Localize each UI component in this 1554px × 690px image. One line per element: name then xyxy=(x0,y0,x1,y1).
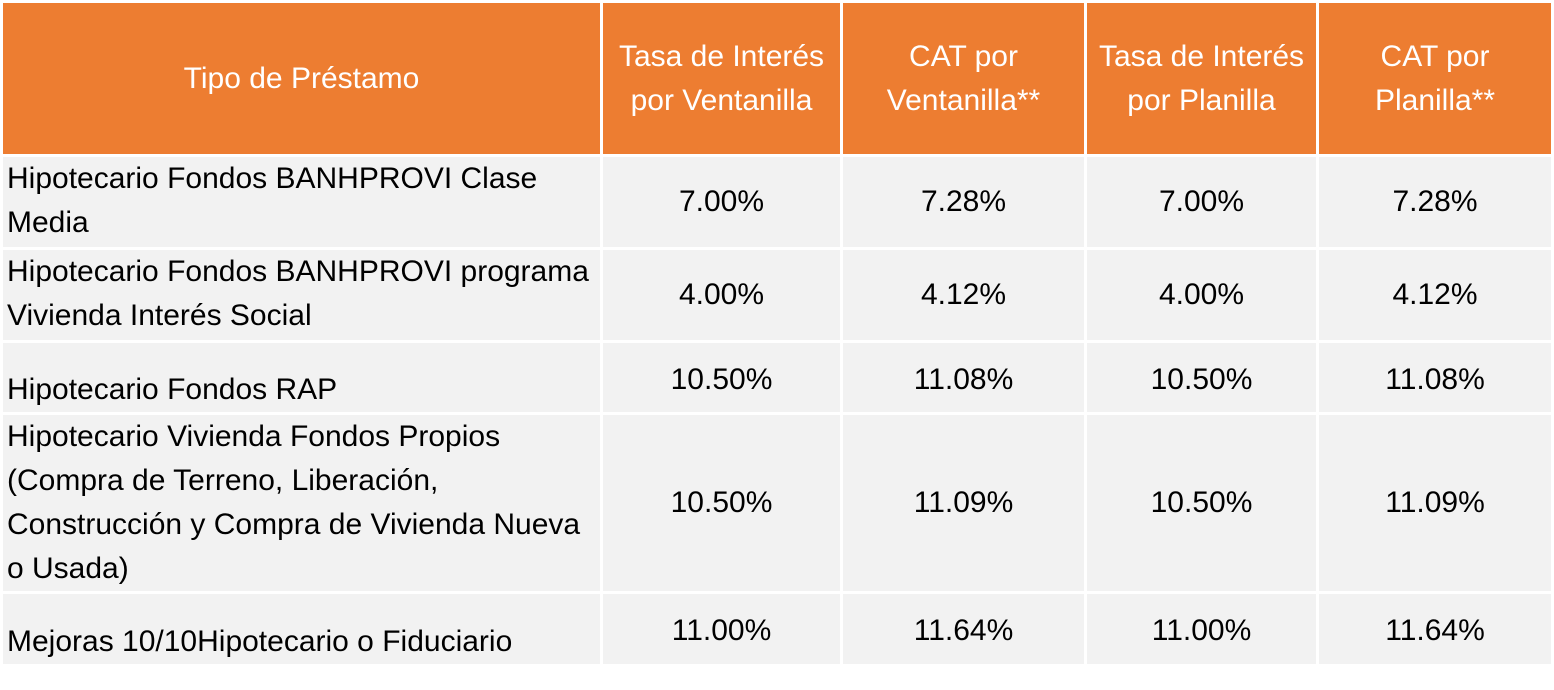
cell-tasa-planilla: 7.00% xyxy=(1087,157,1316,247)
cell-tasa-planilla: 10.50% xyxy=(1087,415,1316,591)
cell-cat-ventanilla: 4.12% xyxy=(843,250,1084,340)
cell-tipo: Hipotecario Vivienda Fondos Propios (Com… xyxy=(3,415,600,591)
table-row: Mejoras 10/10Hipotecario o Fiduciario 11… xyxy=(3,594,1551,664)
cell-tipo: Mejoras 10/10Hipotecario o Fiduciario xyxy=(3,594,600,664)
cell-cat-ventanilla: 7.28% xyxy=(843,157,1084,247)
cell-cat-ventanilla: 11.09% xyxy=(843,415,1084,591)
cell-tasa-planilla: 10.50% xyxy=(1087,343,1316,412)
cell-cat-planilla: 4.12% xyxy=(1319,250,1551,340)
cell-cat-ventanilla: 11.08% xyxy=(843,343,1084,412)
cell-tasa-planilla: 11.00% xyxy=(1087,594,1316,664)
cell-tipo: Hipotecario Fondos BANHPROVI programa Vi… xyxy=(3,250,600,340)
cell-tasa-ventanilla: 10.50% xyxy=(603,415,840,591)
loan-rates-table: Tipo de Préstamo Tasa de Interés por Ven… xyxy=(3,3,1551,664)
table-row: Hipotecario Fondos RAP 10.50% 11.08% 10.… xyxy=(3,343,1551,412)
table-row: Hipotecario Fondos BANHPROVI programa Vi… xyxy=(3,250,1551,340)
cell-cat-planilla: 11.08% xyxy=(1319,343,1551,412)
cell-cat-ventanilla: 11.64% xyxy=(843,594,1084,664)
cell-tasa-ventanilla: 4.00% xyxy=(603,250,840,340)
cell-tasa-ventanilla: 11.00% xyxy=(603,594,840,664)
cell-tasa-planilla: 4.00% xyxy=(1087,250,1316,340)
table-row: Hipotecario Fondos BANHPROVI Clase Media… xyxy=(3,157,1551,247)
cell-tasa-ventanilla: 7.00% xyxy=(603,157,840,247)
header-row: Tipo de Préstamo Tasa de Interés por Ven… xyxy=(3,3,1551,154)
cell-cat-planilla: 7.28% xyxy=(1319,157,1551,247)
header-tasa-planilla: Tasa de Interés por Planilla xyxy=(1087,3,1316,154)
header-tipo-prestamo: Tipo de Préstamo xyxy=(3,3,600,154)
cell-tipo: Hipotecario Fondos BANHPROVI Clase Media xyxy=(3,157,600,247)
header-cat-ventanilla: CAT por Ventanilla** xyxy=(843,3,1084,154)
table-body: Hipotecario Fondos BANHPROVI Clase Media… xyxy=(3,157,1551,664)
cell-cat-planilla: 11.09% xyxy=(1319,415,1551,591)
cell-cat-planilla: 11.64% xyxy=(1319,594,1551,664)
cell-tasa-ventanilla: 10.50% xyxy=(603,343,840,412)
table-header: Tipo de Préstamo Tasa de Interés por Ven… xyxy=(3,3,1551,154)
cell-tipo: Hipotecario Fondos RAP xyxy=(3,343,600,412)
header-tasa-ventanilla: Tasa de Interés por Ventanilla xyxy=(603,3,840,154)
table-row: Hipotecario Vivienda Fondos Propios (Com… xyxy=(3,415,1551,591)
header-cat-planilla: CAT por Planilla** xyxy=(1319,3,1551,154)
